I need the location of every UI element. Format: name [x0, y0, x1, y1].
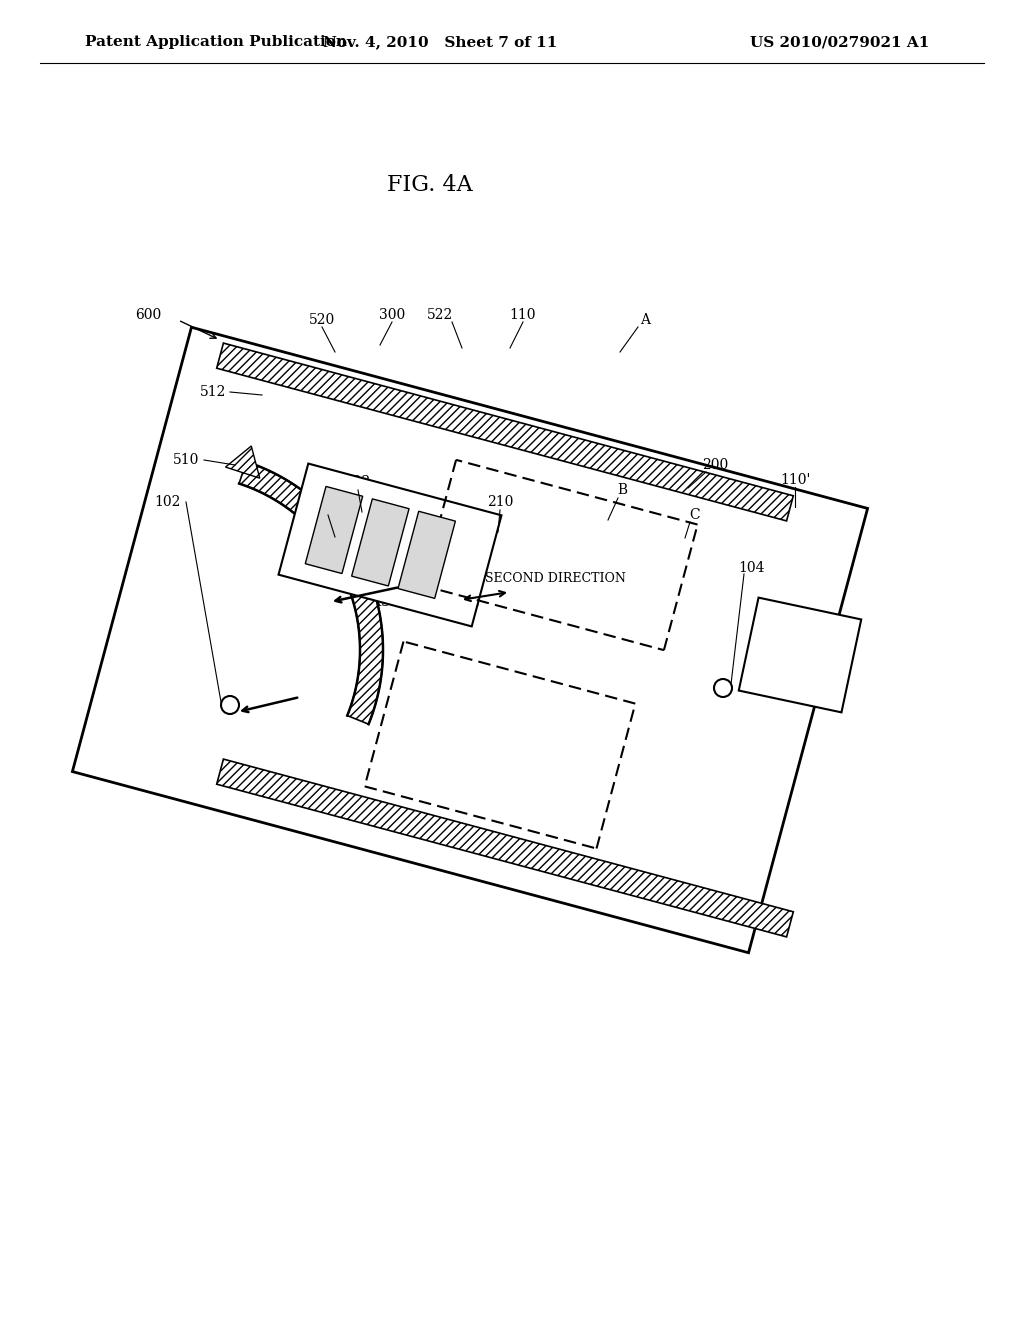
Text: 110: 110 — [510, 308, 537, 322]
Polygon shape — [239, 462, 383, 725]
Text: 300: 300 — [379, 308, 406, 322]
Polygon shape — [305, 487, 362, 574]
Text: C: C — [690, 508, 700, 521]
Polygon shape — [73, 327, 867, 953]
Polygon shape — [217, 343, 794, 521]
Polygon shape — [398, 511, 456, 598]
Text: 110': 110' — [780, 473, 810, 487]
Text: 104: 104 — [738, 561, 765, 576]
Polygon shape — [351, 499, 409, 586]
Circle shape — [221, 696, 239, 714]
Text: 520: 520 — [314, 502, 341, 515]
Circle shape — [714, 678, 732, 697]
Text: US 2010/0279021 A1: US 2010/0279021 A1 — [751, 36, 930, 49]
Polygon shape — [738, 598, 861, 713]
Text: 520: 520 — [309, 313, 335, 327]
Text: 522: 522 — [345, 475, 371, 488]
Text: 512: 512 — [200, 385, 226, 399]
Text: Nov. 4, 2010   Sheet 7 of 11: Nov. 4, 2010 Sheet 7 of 11 — [323, 36, 557, 49]
Text: 102: 102 — [155, 495, 181, 510]
Text: B: B — [616, 483, 627, 498]
Polygon shape — [279, 463, 502, 627]
Text: FIG. 4A: FIG. 4A — [387, 174, 473, 195]
Text: A: A — [640, 313, 650, 327]
Text: 600: 600 — [135, 308, 161, 322]
Text: 210: 210 — [486, 495, 513, 510]
Text: 200: 200 — [701, 458, 728, 473]
Text: 400: 400 — [316, 573, 343, 587]
Text: Patent Application Publication: Patent Application Publication — [85, 36, 347, 49]
Text: SECOND DIRECTION: SECOND DIRECTION — [485, 572, 626, 585]
Text: 510: 510 — [173, 453, 200, 467]
Text: FIRST DIRECTION: FIRST DIRECTION — [358, 595, 480, 609]
Text: 522: 522 — [427, 308, 454, 322]
Polygon shape — [225, 446, 260, 478]
Polygon shape — [217, 759, 794, 937]
